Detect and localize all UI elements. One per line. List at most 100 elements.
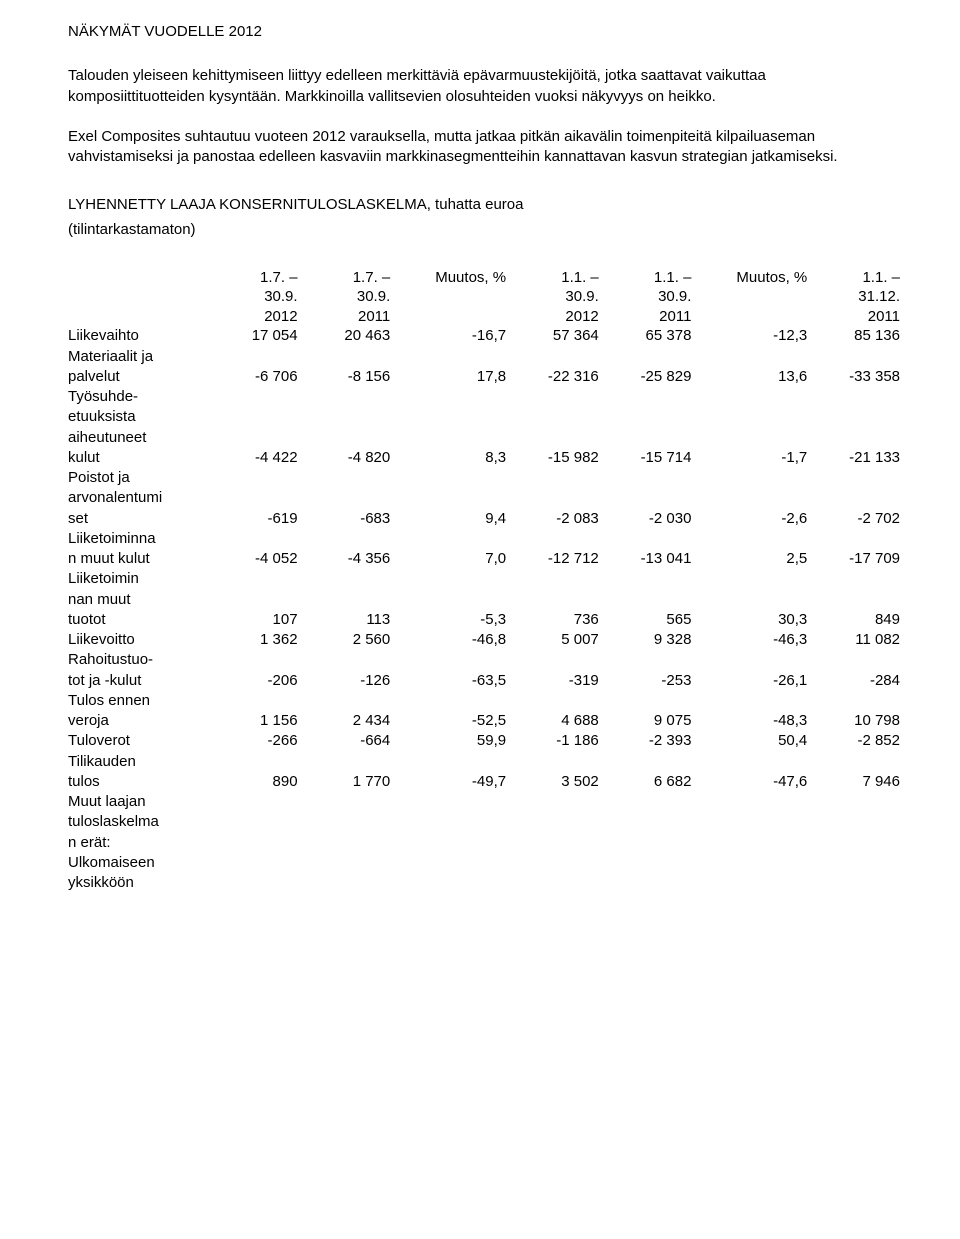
row-label: tuloslaskelma	[68, 812, 205, 832]
col-header: Muutos, %	[390, 268, 506, 327]
col-header: 1.1. – 31.12. 2011	[807, 268, 900, 327]
cell: 17 054	[205, 326, 298, 346]
row-label: Liikevaihto	[68, 326, 205, 346]
cell: 7 946	[807, 772, 900, 792]
row-label: Muut laajan	[68, 792, 205, 812]
cell: -2 030	[599, 509, 692, 529]
cell: -4 052	[205, 549, 298, 569]
row-label: Ulkomaiseen	[68, 853, 205, 873]
cell: -2 852	[807, 731, 900, 751]
cell: 890	[205, 772, 298, 792]
table-row: nan muut	[68, 590, 900, 610]
cell: 1 362	[205, 630, 298, 650]
cell: -664	[298, 731, 391, 751]
col-header: Muutos, %	[691, 268, 807, 327]
cell: -15 982	[506, 448, 599, 468]
cell: -17 709	[807, 549, 900, 569]
row-label: Rahoitustuo-	[68, 650, 205, 670]
cell: 13,6	[691, 367, 807, 387]
cell: 85 136	[807, 326, 900, 346]
cell: -5,3	[390, 610, 506, 630]
cell: -33 358	[807, 367, 900, 387]
cell: -47,6	[691, 772, 807, 792]
table-row: Ulkomaiseen	[68, 853, 900, 873]
cell: 6 682	[599, 772, 692, 792]
table-row: kulut -4 422 -4 820 8,3 -15 982 -15 714 …	[68, 448, 900, 468]
row-label: veroja	[68, 711, 205, 731]
table-row: Liiketoiminna	[68, 529, 900, 549]
cell: 2 434	[298, 711, 391, 731]
table-row: aiheutuneet	[68, 428, 900, 448]
table-row: etuuksista	[68, 407, 900, 427]
cell: 30,3	[691, 610, 807, 630]
table-title: LYHENNETTY LAAJA KONSERNITULOSLASKELMA, …	[68, 195, 900, 215]
row-label: tulos	[68, 772, 205, 792]
row-label: tot ja -kulut	[68, 671, 205, 691]
row-label: etuuksista	[68, 407, 205, 427]
table-row: tulos 890 1 770 -49,7 3 502 6 682 -47,6 …	[68, 772, 900, 792]
row-label: arvonalentumi	[68, 488, 205, 508]
row-label: Materiaalit ja	[68, 347, 205, 367]
cell: 2,5	[691, 549, 807, 569]
cell: -284	[807, 671, 900, 691]
cell: 4 688	[506, 711, 599, 731]
cell: -12,3	[691, 326, 807, 346]
table-subtitle: (tilintarkastamaton)	[68, 220, 900, 240]
row-label: set	[68, 509, 205, 529]
cell: -21 133	[807, 448, 900, 468]
cell: 20 463	[298, 326, 391, 346]
cell: -12 712	[506, 549, 599, 569]
cell: 9 075	[599, 711, 692, 731]
cell: -2 393	[599, 731, 692, 751]
cell: -1 186	[506, 731, 599, 751]
row-label: Työsuhde-	[68, 387, 205, 407]
table-row: Poistot ja	[68, 468, 900, 488]
cell: 17,8	[390, 367, 506, 387]
cell: 1 770	[298, 772, 391, 792]
cell: -683	[298, 509, 391, 529]
cell: 11 082	[807, 630, 900, 650]
cell: 59,9	[390, 731, 506, 751]
row-label: n erät:	[68, 833, 205, 853]
paragraph-1: Talouden yleiseen kehittymiseen liittyy …	[68, 66, 900, 107]
cell: 7,0	[390, 549, 506, 569]
row-label: Poistot ja	[68, 468, 205, 488]
row-label: Liiketoimin	[68, 569, 205, 589]
cell: 57 364	[506, 326, 599, 346]
row-label: aiheutuneet	[68, 428, 205, 448]
table-row: n muut kulut -4 052 -4 356 7,0 -12 712 -…	[68, 549, 900, 569]
cell: -49,7	[390, 772, 506, 792]
table-row: Liikevoitto 1 362 2 560 -46,8 5 007 9 32…	[68, 630, 900, 650]
table-row: yksikköön	[68, 873, 900, 893]
cell: -26,1	[691, 671, 807, 691]
table-row: palvelut -6 706 -8 156 17,8 -22 316 -25 …	[68, 367, 900, 387]
cell: 50,4	[691, 731, 807, 751]
cell: -16,7	[390, 326, 506, 346]
cell: -4 356	[298, 549, 391, 569]
cell: -13 041	[599, 549, 692, 569]
cell: 9 328	[599, 630, 692, 650]
cell: -2 702	[807, 509, 900, 529]
cell: 10 798	[807, 711, 900, 731]
cell: -46,8	[390, 630, 506, 650]
col-header: 1.7. – 30.9. 2012	[205, 268, 298, 327]
table-row: tuloslaskelma	[68, 812, 900, 832]
cell: 849	[807, 610, 900, 630]
row-label: n muut kulut	[68, 549, 205, 569]
row-label: yksikköön	[68, 873, 205, 893]
cell: -4 820	[298, 448, 391, 468]
cell: 3 502	[506, 772, 599, 792]
row-label: palvelut	[68, 367, 205, 387]
table-row: arvonalentumi	[68, 488, 900, 508]
table-row: Työsuhde-	[68, 387, 900, 407]
cell: 9,4	[390, 509, 506, 529]
cell: -52,5	[390, 711, 506, 731]
cell: -8 156	[298, 367, 391, 387]
cell: -2,6	[691, 509, 807, 529]
paragraph-2: Exel Composites suhtautuu vuoteen 2012 v…	[68, 127, 900, 168]
cell: -63,5	[390, 671, 506, 691]
row-label: Tuloverot	[68, 731, 205, 751]
col-header: 1.1. – 30.9. 2011	[599, 268, 692, 327]
cell: -6 706	[205, 367, 298, 387]
table-row: Muut laajan	[68, 792, 900, 812]
